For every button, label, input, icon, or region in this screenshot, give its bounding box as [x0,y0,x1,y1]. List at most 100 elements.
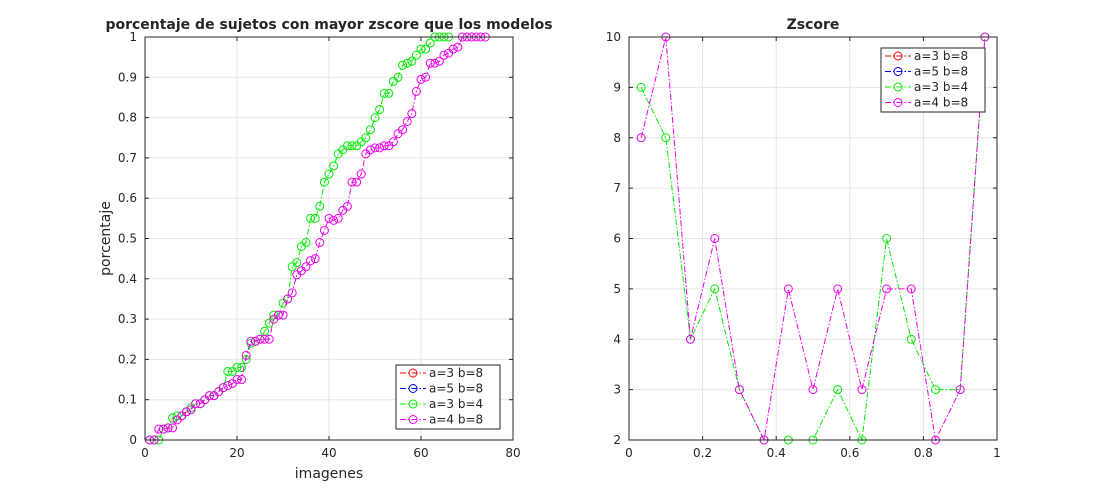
data-point [398,125,408,135]
data-point [237,362,247,372]
data-point [223,381,233,391]
y-tick-label: 0.1 [118,393,137,407]
data-point [407,109,417,119]
data-point [375,143,385,153]
y-tick-label: 1 [129,30,137,44]
data-point [453,42,463,52]
legend-label: a=5 b=8 [914,65,968,79]
y-tick-label: 0.3 [118,312,137,326]
y-tick-label: 0.5 [118,232,137,246]
data-point [324,169,334,179]
data-point [347,141,357,151]
y-tick-label: 0.4 [118,272,137,286]
data-point [273,310,283,320]
data-point [416,44,426,54]
data-point [352,177,362,187]
data-point [882,234,892,243]
data-point [264,334,274,344]
data-point [393,72,403,82]
data-point [710,284,720,294]
x-tick-label: 0.6 [840,446,859,460]
series-line [640,36,986,442]
legend-marker [408,384,418,393]
data-point [808,385,818,395]
data-point [379,88,389,98]
data-point [301,262,311,272]
x-tick-label: 40 [321,446,336,460]
data-point [425,38,435,48]
data-point [448,44,458,54]
legend-marker [408,415,418,424]
data-point [402,58,412,68]
series-line [149,36,486,441]
x-tick-label: 80 [505,446,520,460]
data-point [379,141,389,151]
data-point [375,105,385,115]
data-point [857,385,867,395]
data-point [310,213,320,223]
chart-1: 0 20 40 60 8000.10.20.30.40.50.60.70.80.91po… [98,17,553,482]
data-point [241,350,251,360]
data-point [324,213,334,223]
data-point [356,169,366,179]
data-point [636,82,646,92]
legend-marker [893,98,903,107]
y-tick-label: 8 [613,131,621,145]
x-tick-label: 0 [141,446,149,460]
data-point [278,310,288,320]
data-point [421,72,431,82]
data-point [365,125,375,135]
data-point [329,161,339,171]
x-tick-label: 0 [625,446,633,460]
data-point [342,201,352,211]
chart-2: 0 0.2 0.4 0.6 0.8 1 2 3 4 5 6 7 8 9 10 Zscore a=3 b=8 a=5… [606,17,1001,460]
y-tick-label: 7 [613,181,621,195]
data-point [411,86,421,96]
y-tick-label: 4 [613,332,621,346]
legend: a=3 b=8 a=5 b=8a=3 b=4 a=4 b=8 [395,364,501,430]
x-tick-label: 0.8 [914,446,933,460]
data-point [833,385,843,395]
data-point [347,177,357,187]
x-tick-label: 60 [413,446,428,460]
data-point [783,284,793,294]
legend-label: a=5 b=8 [429,382,483,396]
data-point [434,56,444,66]
data-point [685,334,695,344]
legend-label: a=3 b=4 [914,80,968,94]
data-point [168,423,178,433]
data-point [315,201,325,211]
data-point [388,137,398,147]
data-point [287,288,297,298]
x-tick-label: 20 [229,446,244,460]
data-point [246,336,256,346]
data-point [154,424,164,434]
legend-marker [408,368,418,378]
data-point [402,117,412,127]
data-point [168,413,178,423]
data-point [310,254,320,264]
axes-box [628,36,998,441]
legend-label: a=4 b=8 [914,96,968,110]
data-point [329,215,339,225]
data-point [407,56,417,66]
legend: a=3 b=8 a=5 b=8a=3 b=4 a=4 b=8 [880,47,986,113]
data-point [882,284,892,294]
data-point [204,391,214,401]
data-point [283,294,293,304]
y-tick-label: 3 [613,383,621,397]
y-tick-label: 0.7 [118,151,137,165]
data-point [906,334,916,344]
data-point [333,213,343,223]
data-point [370,113,380,123]
data-point [661,133,671,143]
data-point [421,44,431,54]
chart-title: porcentaje de sujetos con mayor zscore q… [105,17,552,33]
legend-label: a=4 b=8 [429,413,483,427]
y-axis-label: porcentaje [98,201,114,276]
y-tick-label: 2 [613,433,621,447]
data-point [361,133,371,143]
data-point [315,238,325,248]
data-point [833,284,843,294]
